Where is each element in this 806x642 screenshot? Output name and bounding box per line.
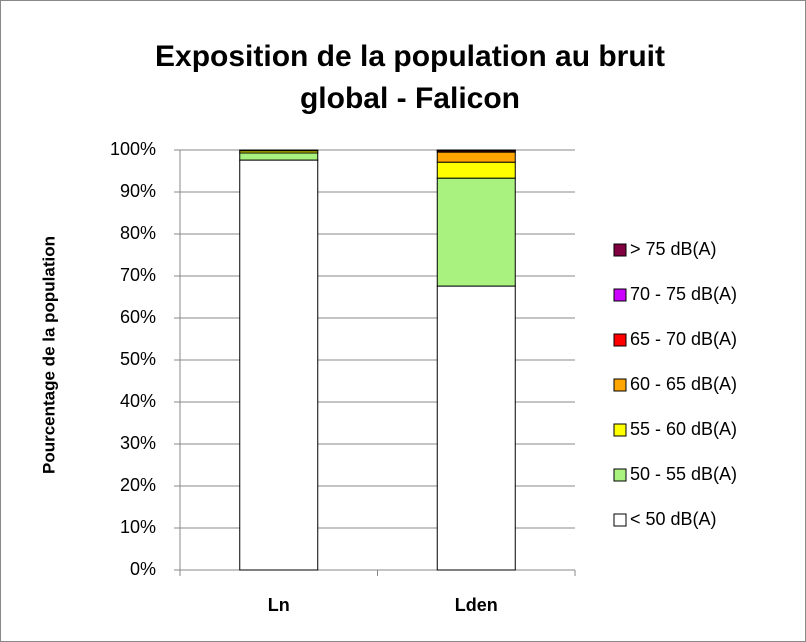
bar-segment [436,177,516,287]
legend-swatch [613,333,627,347]
y-tick-label: 50% [120,349,156,369]
y-tick-label: 100% [110,139,156,159]
bar-segment [239,152,319,161]
y-axis-title: Pourcentage de la population [39,236,58,474]
bar-segment [239,149,319,152]
y-tick-label: 80% [120,223,156,243]
legend-label: > 75 dB(A) [630,239,717,259]
legend-label: 60 - 65 dB(A) [630,374,737,394]
legend-swatch [613,513,627,527]
y-tick-label: 70% [120,265,156,285]
chart-title: Exposition de la population au bruit glo… [155,40,665,115]
legend-swatch [613,378,627,392]
y-tick-label: 60% [120,307,156,327]
bar-segment [239,159,319,571]
y-tick-label: 30% [120,433,156,453]
bar-segment [436,161,516,179]
x-tick-label: Ln [268,595,290,615]
legend-label: 70 - 75 dB(A) [630,284,737,304]
legend-label: < 50 dB(A) [630,509,717,529]
y-tick-label: 20% [120,475,156,495]
y-tick-label: 0% [130,559,156,579]
bar-segment [436,151,516,163]
legend-swatch [613,288,627,302]
x-tick-label: Lden [455,595,498,615]
y-tick-label: 90% [120,181,156,201]
bar-segment [436,285,516,571]
y-tick-label: 40% [120,391,156,411]
legend-label: 50 - 55 dB(A) [630,464,737,484]
legend-label: 55 - 60 dB(A) [630,419,737,439]
legend-swatch [613,423,627,437]
legend-label: 65 - 70 dB(A) [630,329,737,349]
legend-swatch [613,468,627,482]
y-tick-label: 10% [120,517,156,537]
legend-swatch [613,243,627,257]
